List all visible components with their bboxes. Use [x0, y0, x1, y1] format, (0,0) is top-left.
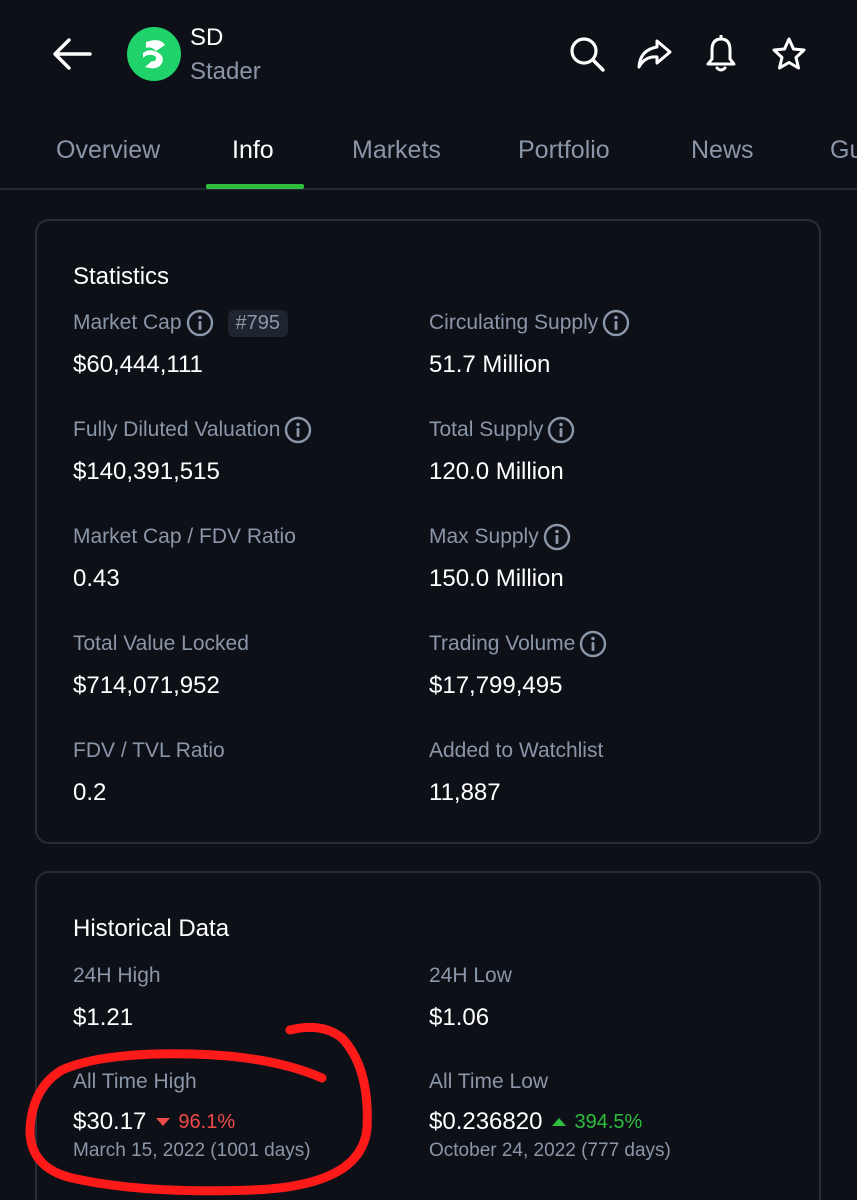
tvl-value: $714,071,952	[73, 672, 220, 699]
circulating-supply-label: Circulating Supply	[429, 311, 599, 334]
mc-fdv-ratio-value: 0.43	[73, 565, 120, 592]
historical-data-card: Historical Data 24H High $1.21 24H Low $…	[35, 871, 821, 1200]
watchlist-label: Added to Watchlist	[429, 739, 604, 762]
total-supply-stat: Total Supply 120.0 Million	[429, 416, 575, 486]
coin-ticker: SD	[190, 24, 224, 51]
fdv-stat: Fully Diluted Valuation $140,391,515	[73, 416, 312, 486]
fdv-value: $140,391,515	[73, 458, 220, 485]
market-cap-value: $60,444,111	[73, 351, 203, 378]
info-icon[interactable]	[284, 416, 312, 444]
total-supply-label: Total Supply	[429, 418, 544, 441]
info-icon[interactable]	[543, 523, 571, 551]
tab-portfolio[interactable]: Portfolio	[518, 135, 610, 164]
ath-label: All Time High	[73, 1070, 197, 1093]
active-tab-indicator	[206, 184, 304, 189]
mc-fdv-ratio-stat: Market Cap / FDV Ratio 0.43	[73, 523, 296, 593]
info-icon[interactable]	[547, 416, 575, 444]
watchlist-button[interactable]	[766, 31, 812, 77]
statistics-title: Statistics	[73, 263, 170, 290]
circulating-supply-stat: Circulating Supply 51.7 Million	[429, 309, 630, 379]
search-button[interactable]	[564, 31, 610, 77]
info-icon[interactable]	[602, 309, 630, 337]
info-icon[interactable]	[186, 309, 214, 337]
low-24h-stat: 24H Low $1.06	[429, 962, 512, 1032]
total-supply-value: 120.0 Million	[429, 458, 564, 485]
tab-info[interactable]: Info	[232, 135, 274, 164]
info-icon[interactable]	[579, 630, 607, 658]
tvl-stat: Total Value Locked $714,071,952	[73, 630, 249, 700]
watchlist-stat: Added to Watchlist 11,887	[429, 737, 603, 807]
back-button[interactable]	[48, 30, 96, 78]
max-supply-label: Max Supply	[429, 525, 539, 548]
max-supply-stat: Max Supply 150.0 Million	[429, 523, 571, 593]
historical-title: Historical Data	[73, 915, 230, 942]
ath-date: March 15, 2022 (1001 days)	[73, 1140, 311, 1161]
ath-value: $30.17	[73, 1108, 147, 1135]
atl-value: $0.236820	[429, 1108, 543, 1135]
share-button[interactable]	[631, 31, 677, 77]
high-24h-stat: 24H High $1.21	[73, 962, 161, 1032]
watchlist-value: 11,887	[429, 779, 501, 806]
coin-logo	[127, 27, 181, 81]
trading-volume-value: $17,799,495	[429, 672, 563, 699]
fdv-tvl-ratio-value: 0.2	[73, 779, 107, 806]
bell-icon	[706, 35, 736, 72]
app-header: SD Stader	[0, 0, 857, 110]
star-icon	[772, 37, 806, 70]
fdv-tvl-ratio-stat: FDV / TVL Ratio 0.2	[73, 737, 225, 807]
alert-button[interactable]	[698, 31, 744, 77]
back-arrow-icon	[53, 38, 92, 70]
tab-guide[interactable]: Gu	[830, 135, 857, 164]
atl-change-percent: 394.5%	[574, 1110, 643, 1133]
atl-label: All Time Low	[429, 1070, 549, 1093]
ath-stat: All Time High $30.17 96.1% March 15, 202…	[73, 1068, 311, 1162]
market-cap-stat: Market Cap #795 $60,444,111	[73, 309, 289, 379]
circulating-supply-value: 51.7 Million	[429, 351, 551, 378]
market-cap-rank-badge: #795	[227, 309, 289, 337]
max-supply-value: 150.0 Million	[429, 565, 564, 592]
share-icon	[637, 39, 672, 69]
low-24h-value: $1.06	[429, 1004, 490, 1031]
high-24h-value: $1.21	[73, 1004, 134, 1031]
ath-change-percent: 96.1%	[178, 1110, 236, 1133]
high-24h-label: 24H High	[73, 964, 161, 987]
atl-stat: All Time Low $0.236820 394.5% October 24…	[429, 1068, 671, 1162]
caret-down-icon	[156, 1118, 171, 1126]
ath-change: 96.1%	[154, 1111, 235, 1134]
atl-date: October 24, 2022 (777 days)	[429, 1140, 671, 1161]
trading-volume-label: Trading Volume	[429, 632, 576, 655]
tab-news[interactable]: News	[691, 135, 754, 164]
search-icon	[570, 37, 605, 72]
fdv-label: Fully Diluted Valuation	[73, 418, 281, 441]
tab-overview[interactable]: Overview	[56, 135, 161, 164]
coin-name: Stader	[190, 58, 261, 85]
statistics-card: Statistics Market Cap #795 $60,444,111 C…	[35, 219, 821, 844]
tab-markets[interactable]: Markets	[352, 135, 441, 164]
tvl-label: Total Value Locked	[73, 632, 249, 655]
mc-fdv-ratio-label: Market Cap / FDV Ratio	[73, 525, 296, 548]
tab-bar: Overview Info Markets Portfolio News Gu	[0, 112, 857, 190]
caret-up-icon	[552, 1118, 567, 1126]
fdv-tvl-ratio-label: FDV / TVL Ratio	[73, 739, 225, 762]
stader-logo-icon	[143, 40, 165, 69]
low-24h-label: 24H Low	[429, 964, 512, 987]
trading-volume-stat: Trading Volume $17,799,495	[429, 630, 607, 700]
market-cap-label: Market Cap	[73, 311, 182, 334]
atl-change: 394.5%	[550, 1111, 642, 1134]
